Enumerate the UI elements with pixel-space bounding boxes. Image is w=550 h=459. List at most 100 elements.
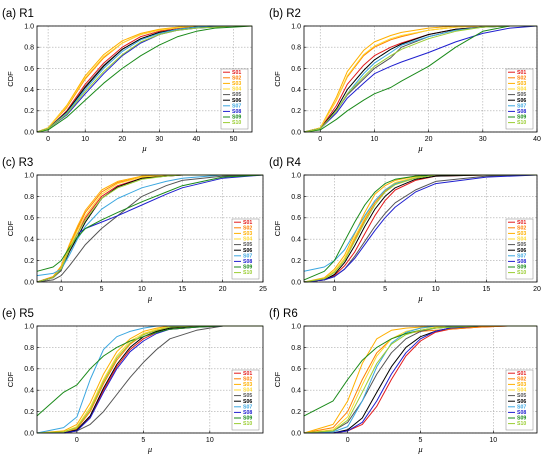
series-line-s10 — [303, 25, 537, 133]
y-tick-label: 0.8 — [24, 345, 34, 352]
x-tick-label: 5 — [419, 437, 423, 444]
legend-entry: S07 — [243, 404, 252, 410]
series-line-s04 — [36, 25, 252, 133]
y-tick-label: 1.0 — [24, 172, 34, 179]
y-axis-label: CDF — [273, 71, 282, 87]
legend-entry: S07 — [232, 103, 241, 109]
y-tick-label: 0.0 — [24, 129, 34, 136]
series-lines — [303, 174, 538, 283]
legend-entry: S01 — [243, 220, 252, 226]
legend-entry: S03 — [243, 382, 252, 388]
series-line-s01 — [37, 325, 263, 434]
panel-title: (c) R3 — [2, 157, 33, 169]
x-tick-label: 50 — [230, 136, 238, 143]
y-tick-label: 1.0 — [24, 323, 34, 330]
x-axis-label: μ — [417, 143, 422, 153]
x-tick-label: 0 — [75, 437, 79, 444]
y-tick-label: 0.4 — [24, 388, 34, 395]
legend-entry: S06 — [517, 399, 526, 405]
legend-entry: S04 — [517, 87, 526, 93]
x-tick-label: 20 — [219, 286, 227, 293]
legend-entry: S03 — [517, 81, 526, 87]
series-line-s08 — [303, 174, 538, 283]
y-tick-label: 0.2 — [291, 409, 301, 416]
series-line-s08 — [36, 25, 252, 133]
y-tick-label: 0.6 — [291, 366, 301, 373]
y-tick-label: 0.8 — [291, 345, 301, 352]
series-line-s02 — [37, 325, 263, 434]
legend-entry: S08 — [243, 410, 252, 416]
y-tick-label: 0.4 — [291, 237, 301, 244]
panel-title: (f) R6 — [269, 308, 298, 320]
x-axis-label: μ — [147, 293, 152, 303]
legend-box — [505, 68, 534, 130]
y-tick-label: 0.8 — [24, 45, 34, 52]
legend-entry: S09 — [243, 416, 252, 422]
series-lines — [36, 325, 263, 434]
legend-entry: S06 — [243, 399, 252, 405]
series-line-s08 — [37, 325, 263, 434]
series-line-s06 — [36, 25, 252, 133]
x-tick-label: 5 — [141, 437, 145, 444]
legend-entry: S07 — [243, 253, 252, 259]
y-tick-label: 0.0 — [291, 279, 301, 286]
y-axis-label: CDF — [273, 371, 282, 387]
series-line-s04 — [303, 174, 537, 283]
series-line-s09 — [36, 174, 264, 272]
series-line-s10 — [36, 174, 263, 283]
x-tick-label: 0 — [332, 286, 336, 293]
legend-entry: S10 — [243, 270, 252, 276]
panel-title: (e) R5 — [2, 308, 34, 320]
legend-entry: S06 — [232, 98, 241, 104]
x-tick-label: 40 — [533, 136, 541, 143]
y-tick-label: 0.0 — [24, 430, 34, 437]
legend-entry: S10 — [232, 120, 241, 126]
legend-entry: S07 — [517, 404, 526, 410]
series-line-s03 — [36, 174, 263, 283]
legend-box — [505, 218, 534, 280]
series-line-s08 — [36, 174, 264, 283]
y-tick-label: 0.6 — [24, 366, 34, 373]
legend-entry: S03 — [517, 231, 526, 237]
y-tick-label: 0.4 — [291, 87, 301, 94]
x-tick-label: 25 — [259, 286, 267, 293]
legend-entry: S09 — [517, 416, 526, 422]
legend-entry: S08 — [517, 109, 526, 115]
legend-box — [231, 218, 260, 280]
legend-entry: S01 — [232, 70, 241, 76]
x-tick-label: 10 — [371, 136, 379, 143]
x-tick-label: 10 — [432, 286, 440, 293]
y-axis-label: CDF — [6, 71, 15, 87]
legend-entry: S02 — [232, 75, 241, 81]
x-axis-label: μ — [417, 444, 422, 454]
series-line-s05 — [36, 174, 264, 283]
y-tick-label: 0.4 — [24, 237, 34, 244]
series-line-s09 — [303, 25, 537, 133]
series-line-s10 — [36, 325, 263, 434]
y-tick-label: 0.0 — [24, 279, 34, 286]
legend-entry: S05 — [517, 92, 526, 98]
legend-box — [220, 68, 249, 130]
legend-entry: S06 — [517, 248, 526, 254]
x-tick-label: 5 — [383, 286, 387, 293]
series-lines — [36, 174, 264, 283]
y-tick-label: 0.2 — [291, 108, 301, 115]
y-tick-label: 0.2 — [24, 258, 34, 265]
series-line-s04 — [36, 174, 263, 283]
series-line-s03 — [36, 25, 252, 133]
panel-title: (d) R4 — [269, 157, 302, 169]
y-tick-label: 0.6 — [24, 215, 34, 222]
x-tick-label: 0 — [46, 136, 50, 143]
series-line-s09 — [36, 25, 253, 133]
y-tick-label: 0.2 — [291, 258, 301, 265]
x-tick-label: 15 — [178, 286, 186, 293]
legend-entry: S08 — [517, 259, 526, 265]
y-tick-label: 0.0 — [291, 430, 301, 437]
